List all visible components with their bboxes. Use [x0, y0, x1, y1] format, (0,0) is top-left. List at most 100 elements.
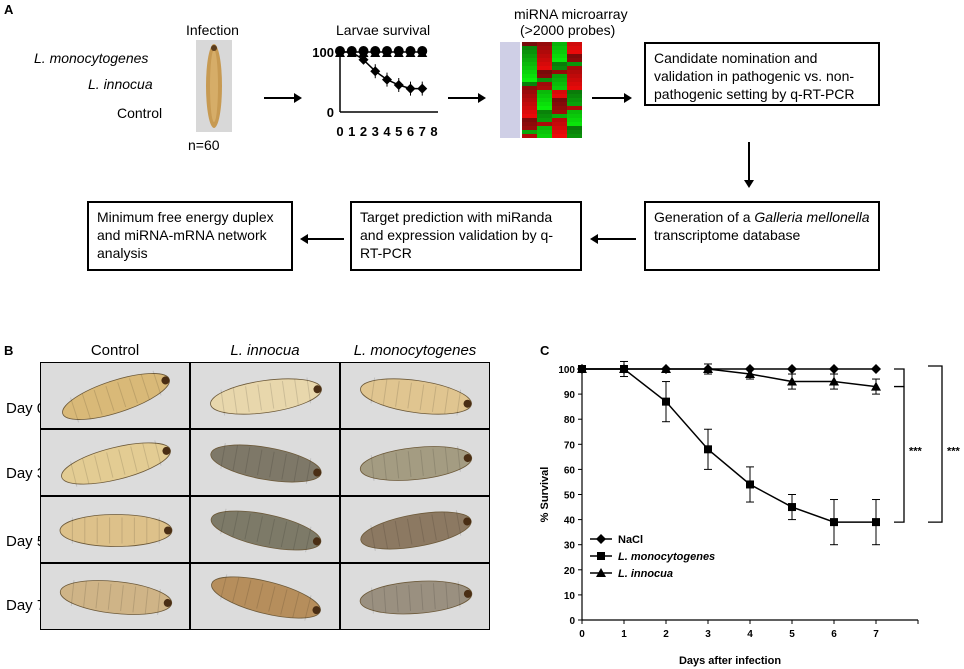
heatmap-cell: [552, 74, 567, 78]
larva-shape: [211, 574, 321, 621]
heatmap-cell: [537, 122, 552, 126]
heatmap-cell: [537, 42, 552, 46]
legend-marker: [597, 552, 605, 560]
larva-shape: [210, 377, 322, 416]
larva-shape: [359, 446, 473, 482]
y-tick-label: 60: [564, 465, 576, 476]
point-l-innocua: [745, 369, 755, 379]
point-l-monocytogenes: [788, 503, 796, 512]
heatmap-cell: [522, 62, 537, 66]
x-tick-label: 7: [873, 629, 879, 640]
heatmap-cell: [567, 46, 582, 50]
bracket-innocua-monocytogenes: [894, 386, 905, 523]
heatmap-cell: [537, 62, 552, 66]
box2-pre: Generation of a: [654, 209, 755, 225]
significance-label: ***: [947, 445, 961, 457]
heatmap-cell: [522, 86, 537, 90]
legend-marker: [596, 568, 606, 577]
heatmap-cell: [537, 58, 552, 62]
microarray-heatmap: [500, 42, 582, 138]
arrow-right-3: [592, 93, 632, 103]
larva-shape: [62, 370, 170, 423]
heatmap-cell: [537, 66, 552, 70]
mini-point-flat-tri: [417, 48, 428, 57]
heatmap-cell: [522, 98, 537, 102]
heatmap-cell: [537, 134, 552, 138]
heatmap-cell: [522, 90, 537, 94]
heatmap-cell: [537, 70, 552, 74]
heatmap-cell: [567, 62, 582, 66]
heatmap-cell: [522, 66, 537, 70]
larva-photo: [196, 40, 232, 132]
column-header-monocytogenes: L. monocytogenes: [353, 342, 477, 359]
heatmap-cell: [522, 134, 537, 138]
panel-b-label: B: [4, 343, 14, 358]
y-tick-label: 10: [564, 591, 576, 602]
heatmap-cell: [552, 86, 567, 90]
point-l-innocua: [871, 381, 881, 391]
arrow-right-1: [264, 93, 302, 103]
heatmap-cell: [552, 90, 567, 94]
mini-y-tick: 0: [327, 105, 334, 120]
heatmap-cell: [552, 114, 567, 118]
point-l-innocua: [829, 376, 839, 386]
larva-photo-cell: [340, 563, 490, 630]
mini-point-flat-tri: [393, 48, 404, 57]
point-l-monocytogenes: [746, 480, 754, 489]
mini-point-flat-tri: [370, 48, 381, 57]
column-header-control: Control: [90, 342, 140, 359]
larva-photo-cell: [340, 362, 490, 429]
legend-label: NaCl: [618, 534, 643, 546]
heatmap-cell: [567, 106, 582, 110]
heatmap-cell: [567, 54, 582, 58]
mini-x-tick: 7: [419, 124, 426, 139]
legend-label: L. monocytogenes: [618, 551, 715, 563]
heatmap-cell: [522, 114, 537, 118]
heatmap-cell: [522, 70, 537, 74]
heatmap-cell: [567, 110, 582, 114]
y-tick-label: 20: [564, 566, 576, 577]
heatmap-cell: [567, 82, 582, 86]
panel-c-label: C: [540, 343, 550, 358]
group-label-control: Control: [117, 105, 163, 121]
heatmap-dendrogram: [500, 42, 520, 138]
mini-point-flat-tri: [405, 48, 416, 57]
x-tick-label: 5: [789, 629, 795, 640]
point-l-innocua: [703, 364, 713, 373]
heatmap-cell: [567, 114, 582, 118]
heatmap-cell: [567, 74, 582, 78]
heatmap-cell: [567, 134, 582, 138]
arrow-left-2: [300, 234, 344, 244]
mini-point-decline: [405, 83, 416, 94]
larva-photo-cell: [40, 429, 190, 496]
y-tick-label: 30: [564, 541, 576, 552]
survival-title: Larvae survival: [336, 22, 431, 38]
mini-x-tick: 5: [395, 124, 402, 139]
heatmap-cell: [537, 50, 552, 54]
mini-x-tick: 3: [372, 124, 379, 139]
heatmap-cell: [537, 82, 552, 86]
larva-shape: [59, 579, 173, 615]
larva-shape: [59, 514, 173, 547]
heatmap-cell: [552, 82, 567, 86]
heatmap-cell: [567, 58, 582, 62]
microarray-title: miRNA microarray: [514, 6, 628, 22]
mini-line-decline: [340, 51, 423, 90]
larva-shape: [360, 510, 472, 551]
mini-point-decline: [417, 83, 428, 94]
group-label-monocytogenes: L. monocytogenes: [34, 50, 149, 66]
heatmap-cell: [567, 130, 582, 134]
bracket-nacl-innocua: [894, 368, 905, 388]
heatmap-cell: [522, 58, 537, 62]
heatmap-cell: [552, 78, 567, 82]
heatmap-cell: [567, 126, 582, 130]
transcriptome-box: Generation of a Galleria mellonella tran…: [644, 201, 880, 271]
larva-photo-cell: [190, 496, 340, 563]
target-prediction-box: Target prediction with miRanda and expre…: [350, 201, 582, 271]
point-l-monocytogenes: [662, 397, 670, 406]
y-tick-label: 90: [564, 390, 576, 401]
mini-x-tick: 8: [430, 124, 437, 139]
larva-photo-cell: [340, 496, 490, 563]
mini-x-tick: 0: [336, 124, 343, 139]
row-header-day5: Day 5: [6, 533, 46, 550]
